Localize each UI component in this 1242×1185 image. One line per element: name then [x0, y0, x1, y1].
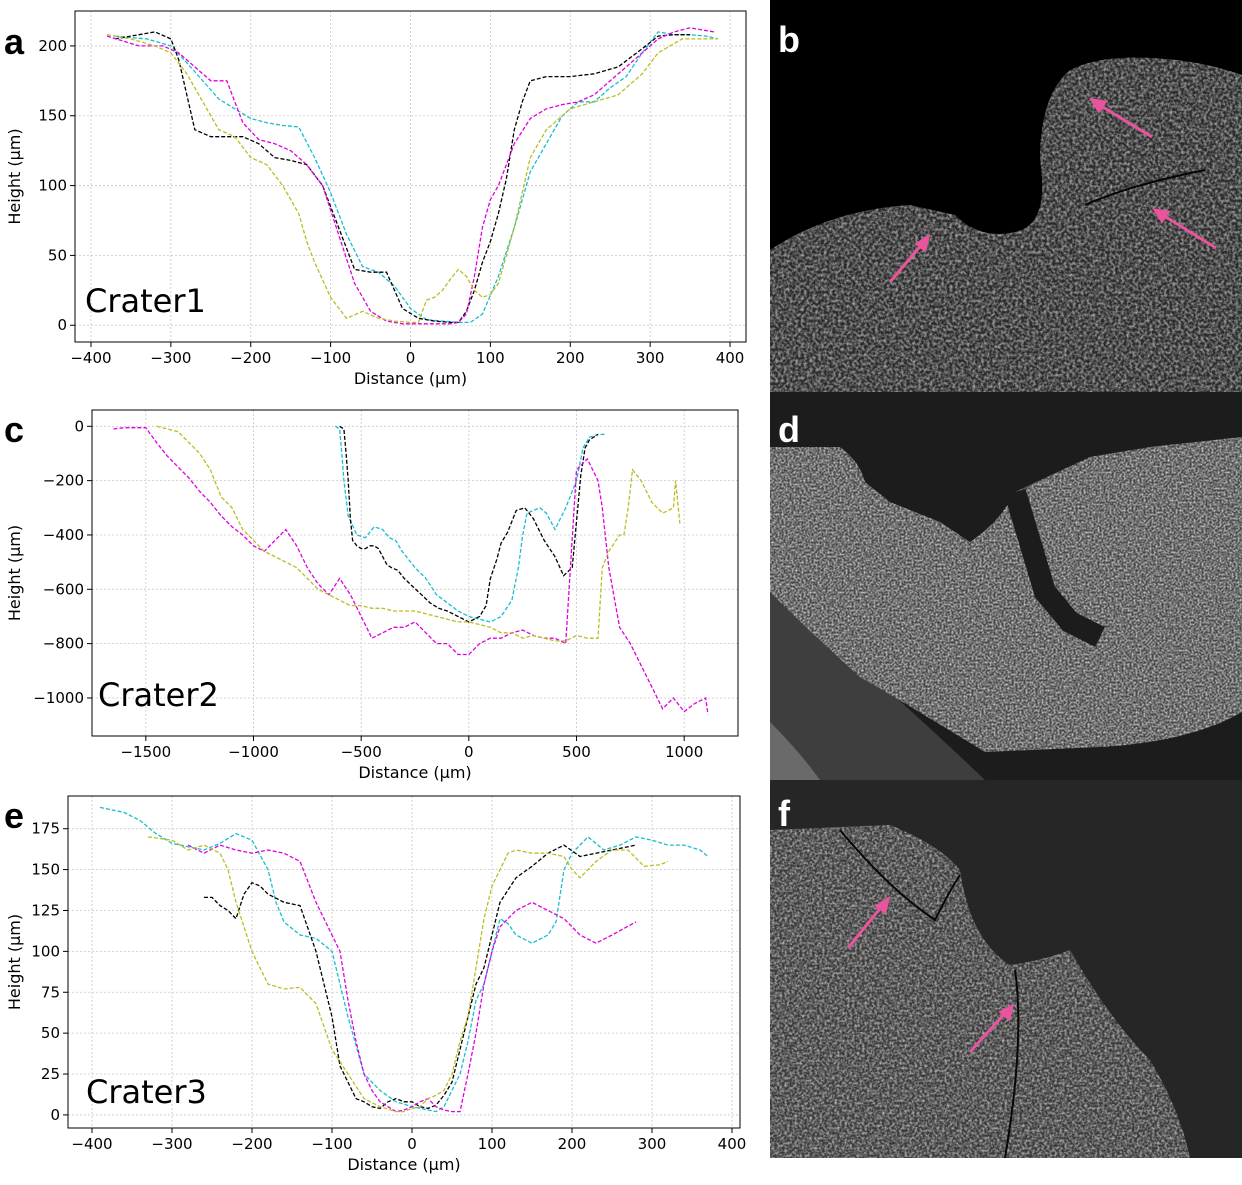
x-tick-label: −400 [70, 349, 111, 367]
y-tick-label: 75 [41, 983, 60, 1001]
chart-panel-a: −400 −300 −200 −100 0 100 200 300 400 0 50 100 150 20… [0, 0, 770, 400]
series-line-4 [106, 34, 718, 324]
x-tick-label: −200 [231, 1135, 272, 1153]
series-line-1 [99, 806, 709, 1113]
chart-svg-a: −400 −300 −200 −100 0 100 200 300 400 0 50 100 150 20… [5, 10, 747, 388]
ct-image-d [770, 392, 1242, 780]
ct-slice-image-b [770, 57, 1242, 392]
chart-svg-e: −400 −300 −200 −100 0 100 200 300 400 0 25 50 75 100 1… [5, 795, 747, 1174]
ct-image-b [770, 0, 1242, 392]
chart-panel-c: −1500 −1000 −500 0 500 1000 0 −200 −400 −600 −800 −… [0, 400, 770, 790]
x-tick-label: 500 [562, 743, 591, 761]
panel-letter-b: b [778, 19, 800, 60]
x-tick-label: 300 [638, 1135, 667, 1153]
x-tick-label: −1500 [120, 743, 171, 761]
y-tick-label: 200 [38, 37, 67, 55]
y-tick-label: 175 [31, 820, 60, 838]
series-line-2 [114, 31, 691, 324]
x-axis-label: Distance (μm) [347, 1155, 460, 1174]
x-tick-label: 100 [478, 1135, 507, 1153]
panel-letter-e: e [4, 795, 25, 836]
y-tick-label: 0 [50, 1106, 60, 1124]
x-tick-label: 300 [636, 349, 665, 367]
crater-annotation: Crater3 [86, 1073, 207, 1111]
x-tick-label: 100 [476, 349, 505, 367]
x-tick-label: 200 [556, 349, 585, 367]
x-axis-label: Distance (μm) [354, 369, 467, 388]
series-line-1 [334, 425, 607, 623]
y-tick-label: −200 [43, 472, 84, 490]
y-tick-label: −1000 [33, 689, 84, 707]
ct-image-f [770, 780, 1242, 1158]
panel-letter-c: c [4, 409, 25, 450]
x-tick-label: 0 [406, 349, 416, 367]
y-tick-label: 150 [38, 107, 67, 125]
y-tick-label: 125 [31, 901, 60, 919]
x-tick-label: −400 [71, 1135, 112, 1153]
series-line-3 [113, 427, 709, 715]
x-tick-label: 400 [718, 1135, 747, 1153]
chart-panel-e: −400 −300 −200 −100 0 100 200 300 400 0 25 50 75 100 1… [0, 790, 770, 1181]
series-line-2 [339, 425, 599, 623]
y-tick-label: 50 [48, 246, 67, 264]
y-tick-label: 0 [74, 417, 84, 435]
series-line-4 [147, 836, 669, 1113]
panel-letter-d: d [778, 409, 800, 450]
y-tick-label: 0 [57, 316, 67, 334]
panel-letter-a: a [4, 21, 25, 62]
arrows-f [846, 895, 1015, 1054]
y-axis-label: Height (μm) [5, 914, 24, 1010]
ct-slice-image-d [770, 392, 1242, 780]
plot-frame [91, 409, 739, 737]
x-tick-label: 0 [407, 1135, 417, 1153]
y-tick-label: −400 [43, 526, 84, 544]
crater-annotation: Crater2 [98, 676, 219, 714]
x-tick-label: −300 [151, 1135, 192, 1153]
series-line-2 [204, 844, 637, 1110]
x-tick-label: −100 [310, 349, 351, 367]
y-axis-label: Height (μm) [5, 525, 24, 621]
ct-slice-image-f [770, 780, 1242, 1158]
y-tick-label: 50 [41, 1024, 60, 1042]
series-line-3 [106, 27, 715, 325]
x-axis-label: Distance (μm) [358, 763, 471, 782]
y-tick-label: 100 [38, 177, 67, 195]
x-tick-label: 0 [464, 743, 474, 761]
arrows-b [888, 98, 1217, 283]
plot-frame [67, 795, 741, 1129]
x-tick-label: 400 [716, 349, 745, 367]
series-line-4 [156, 425, 681, 642]
x-tick-label: −100 [311, 1135, 352, 1153]
y-tick-label: 150 [31, 861, 60, 879]
x-tick-label: −300 [150, 349, 191, 367]
y-tick-label: 100 [31, 942, 60, 960]
x-tick-label: −200 [230, 349, 271, 367]
chart-svg-c: −1500 −1000 −500 0 500 1000 0 −200 −400 −600 −800 −… [5, 409, 739, 782]
y-tick-label: −600 [43, 580, 84, 598]
panel-letter-f: f [778, 793, 790, 834]
series-line-3 [187, 844, 637, 1113]
crater-annotation: Crater1 [85, 282, 206, 320]
x-tick-label: −1000 [228, 743, 279, 761]
x-tick-label: 200 [558, 1135, 587, 1153]
y-axis-label: Height (μm) [5, 128, 24, 224]
y-tick-label: −800 [43, 635, 84, 653]
x-tick-label: 1000 [665, 743, 703, 761]
x-tick-label: −500 [341, 743, 382, 761]
y-tick-label: 25 [41, 1065, 60, 1083]
